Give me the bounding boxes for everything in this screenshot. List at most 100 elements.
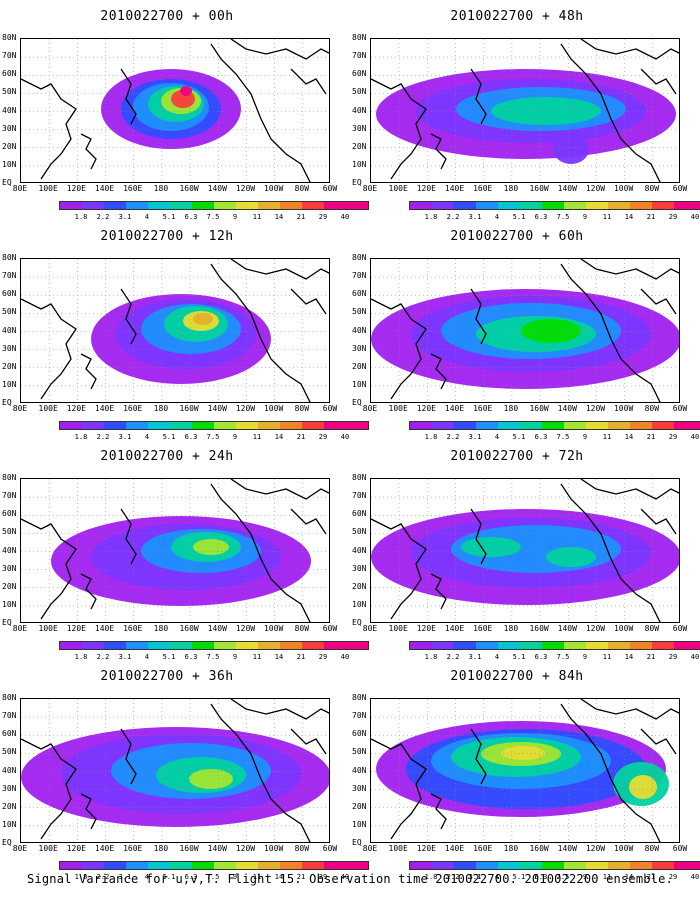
colorbar-labels: 1.8 2.2 3.1 4 5.1 6.3 7.5 9 11 14 21 29 40 xyxy=(59,213,350,221)
colorbar-labels: 1.8 2.2 3.1 4 5.1 6.3 7.5 9 11 14 21 29 40 xyxy=(59,873,350,881)
colorbar-swatch xyxy=(432,642,454,649)
colorbar-label: 21 xyxy=(646,653,656,661)
colorbar xyxy=(409,421,700,430)
latitude-label: 80N xyxy=(2,473,17,482)
longitude-label: 80E xyxy=(362,404,378,413)
longitude-label: 140W xyxy=(557,184,577,193)
colorbar-swatch xyxy=(258,422,280,429)
colorbar-label: 14 xyxy=(274,433,284,441)
colorbar-swatch xyxy=(82,642,104,649)
longitude-axis: 80E 100E 120E 140E 160E 180 160W 140W 120W 100W 80… xyxy=(13,404,337,414)
colorbar-label: 21 xyxy=(296,213,306,221)
colorbar-label: 29 xyxy=(668,213,678,221)
colorbar-label: 6.3 xyxy=(534,433,548,441)
colorbar-label: 21 xyxy=(296,433,306,441)
map-panel: 2010022700 + 72h 80N 70N 60N 50N 40N 30N 20N 10N… xyxy=(352,448,700,668)
longitude-label: 60W xyxy=(672,844,688,853)
longitude-label: 60W xyxy=(322,844,338,853)
colorbar-swatch xyxy=(652,422,674,429)
longitude-label: 140E xyxy=(94,404,115,413)
longitude-label: 160E xyxy=(123,844,143,853)
colorbar-label: 6.3 xyxy=(184,213,198,221)
longitude-axis: 80E 100E 120E 140E 160E 180 160W 140W 120W 100W 80… xyxy=(363,624,687,634)
latitude-label: 60N xyxy=(352,509,367,519)
colorbar-label: 7.5 xyxy=(556,873,570,881)
longitude-label: 80E xyxy=(12,404,28,413)
colorbar-label: 6.3 xyxy=(534,213,548,221)
latitude-label: 50N xyxy=(2,307,17,317)
longitude-label: 100E xyxy=(38,624,58,633)
colorbar-swatch xyxy=(280,202,302,209)
longitude-label: 120W xyxy=(235,404,256,413)
colorbar-label: 2.2 xyxy=(96,213,110,221)
latitude-label: EQ xyxy=(2,838,12,847)
colorbar-swatch xyxy=(696,862,700,869)
longitude-label: 160E xyxy=(473,184,493,193)
colorbar-swatch xyxy=(432,422,454,429)
colorbar-swatch xyxy=(170,642,192,649)
longitude-label: 180 xyxy=(153,184,169,193)
colorbar-swatch xyxy=(476,202,498,209)
latitude-label: EQ xyxy=(352,618,362,627)
colorbar-swatch xyxy=(346,202,368,209)
latitude-label: 20N xyxy=(352,801,367,811)
longitude-label: 180 xyxy=(153,844,169,853)
variance-map xyxy=(20,478,330,623)
colorbar-label: 29 xyxy=(668,873,678,881)
latitude-label: 80N xyxy=(352,473,367,482)
latitude-label: 40N xyxy=(352,325,367,335)
longitude-label: 80E xyxy=(362,844,378,853)
colorbar-swatch xyxy=(454,202,476,209)
colorbar-swatch xyxy=(104,202,126,209)
latitude-label: 80N xyxy=(2,693,17,702)
latitude-axis: 80N 70N 60N 50N 40N 30N 20N 10N EQ xyxy=(352,34,370,187)
panel-title: 2010022700 + 72h xyxy=(450,449,584,464)
colorbar-label: 9 xyxy=(582,873,588,881)
longitude-label: 160W xyxy=(529,184,549,193)
panel-title: 2010022700 + 60h xyxy=(450,229,584,244)
longitude-label: 100W xyxy=(613,844,634,853)
colorbar-swatch xyxy=(454,642,476,649)
colorbar-swatch xyxy=(302,862,324,869)
colorbar-label: 4 xyxy=(494,213,500,221)
latitude-label: 30N xyxy=(352,783,367,793)
colorbar-swatch xyxy=(236,862,258,869)
longitude-label: 80E xyxy=(12,844,28,853)
longitude-label: 120E xyxy=(416,624,436,633)
colorbar-label: 4 xyxy=(144,873,150,881)
colorbar-label: 7.5 xyxy=(206,653,220,661)
colorbar-label: 2.2 xyxy=(446,873,460,881)
colorbar-label: 5.1 xyxy=(162,433,176,441)
colorbar-label: 6.3 xyxy=(534,653,548,661)
colorbar-swatch xyxy=(674,862,696,869)
longitude-label: 120W xyxy=(585,624,606,633)
map-panel: 2010022700 + 24h 80N 70N 60N 50N 40N 30N 20N 10N… xyxy=(2,448,369,668)
panel-title: 2010022700 + 00h xyxy=(100,9,234,24)
longitude-label: 100E xyxy=(38,404,58,413)
latitude-label: 20N xyxy=(2,141,17,151)
longitude-label: 140W xyxy=(207,624,227,633)
colorbar-label: 7.5 xyxy=(556,653,570,661)
colorbar-labels: 1.8 2.2 3.1 4 5.1 6.3 7.5 9 11 14 21 29 40 xyxy=(409,653,700,661)
latitude-label: 10N xyxy=(352,159,367,169)
colorbar-label: 14 xyxy=(624,653,634,661)
longitude-label: 160W xyxy=(529,404,549,413)
latitude-label: 60N xyxy=(2,69,17,79)
colorbar-label: 3.1 xyxy=(468,653,482,661)
colorbar-swatch xyxy=(60,202,82,209)
latitude-label: 80N xyxy=(352,253,367,262)
latitude-label: 20N xyxy=(352,141,367,151)
latitude-label: 50N xyxy=(2,87,17,97)
longitude-label: 120W xyxy=(235,624,256,633)
colorbar-label: 1.8 xyxy=(424,213,438,221)
colorbar-label: 6.3 xyxy=(534,873,548,881)
latitude-label: EQ xyxy=(352,838,362,847)
longitude-label: 100W xyxy=(613,624,634,633)
panel-title: 2010022700 + 84h xyxy=(450,669,584,684)
latitude-label: 20N xyxy=(352,581,367,591)
colorbar-labels: 1.8 2.2 3.1 4 5.1 6.3 7.5 9 11 14 21 29 40 xyxy=(409,433,700,441)
colorbar-swatch xyxy=(696,422,700,429)
colorbar-label: 6.3 xyxy=(184,873,198,881)
longitude-label: 120E xyxy=(66,404,86,413)
latitude-label: 40N xyxy=(2,325,17,335)
